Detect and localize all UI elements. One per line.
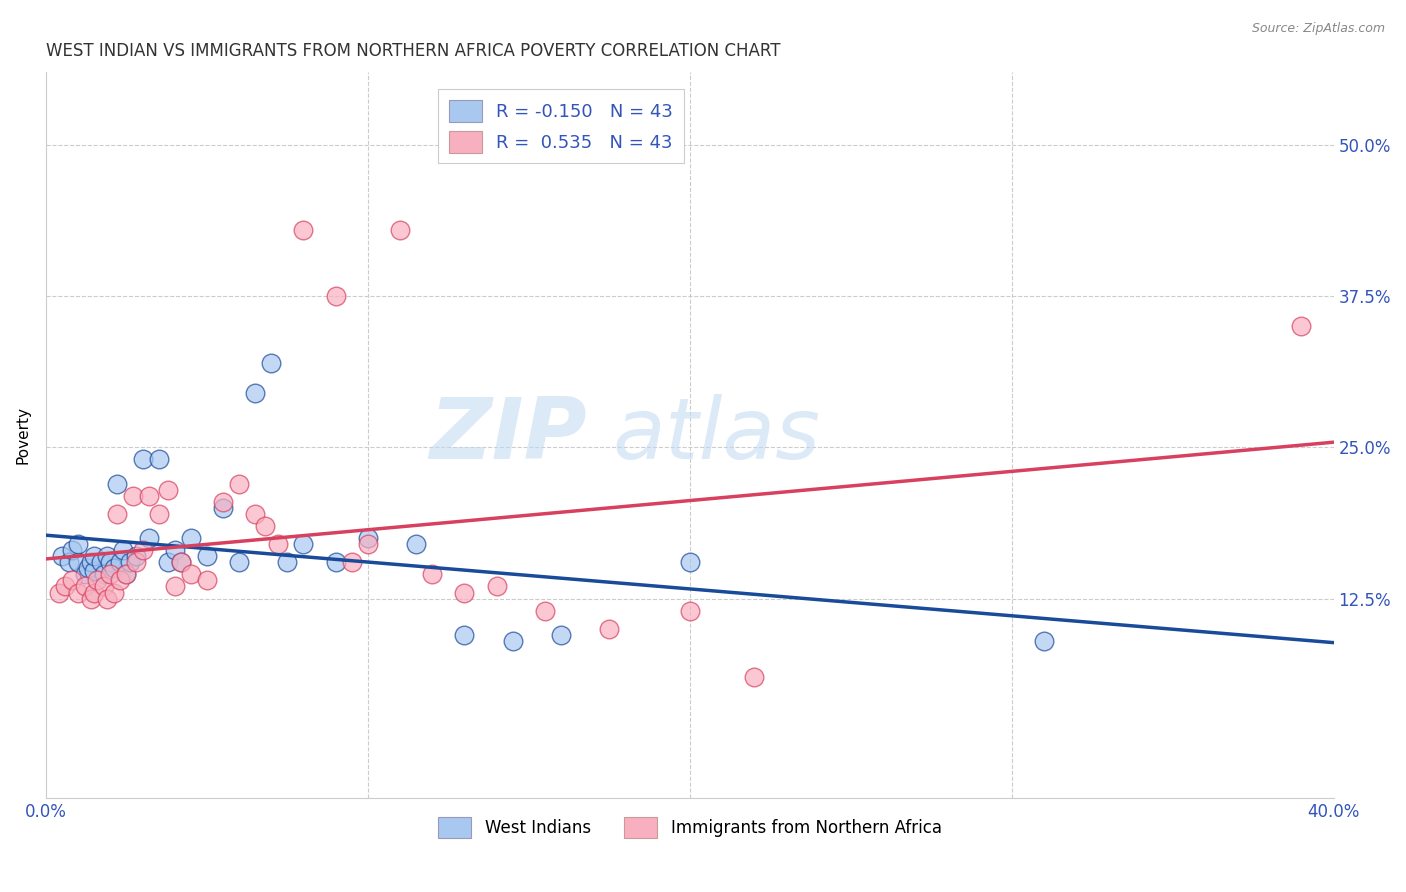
Point bbox=[48, 585, 70, 599]
Point bbox=[253, 519, 276, 533]
Point bbox=[83, 549, 105, 564]
Point bbox=[228, 555, 250, 569]
Point bbox=[245, 386, 267, 401]
Point bbox=[598, 622, 620, 636]
Point bbox=[67, 537, 90, 551]
Point bbox=[80, 591, 103, 606]
Point bbox=[105, 507, 128, 521]
Point bbox=[157, 555, 180, 569]
Point bbox=[1032, 634, 1054, 648]
Point bbox=[420, 567, 443, 582]
Point bbox=[115, 567, 138, 582]
Point bbox=[93, 567, 115, 582]
Point bbox=[103, 585, 125, 599]
Point bbox=[103, 561, 125, 575]
Point bbox=[267, 537, 290, 551]
Point bbox=[53, 579, 76, 593]
Point bbox=[138, 489, 160, 503]
Point bbox=[485, 579, 508, 593]
Point bbox=[170, 555, 193, 569]
Point bbox=[131, 452, 153, 467]
Legend: West Indians, Immigrants from Northern Africa: West Indians, Immigrants from Northern A… bbox=[432, 811, 948, 844]
Point bbox=[125, 555, 148, 569]
Point bbox=[357, 531, 380, 545]
Text: atlas: atlas bbox=[613, 393, 821, 477]
Point bbox=[163, 579, 186, 593]
Point bbox=[453, 585, 475, 599]
Point bbox=[245, 507, 267, 521]
Point bbox=[83, 564, 105, 578]
Point bbox=[195, 574, 218, 588]
Point bbox=[76, 561, 98, 575]
Point bbox=[118, 555, 141, 569]
Point bbox=[534, 604, 557, 618]
Point bbox=[51, 549, 73, 564]
Point bbox=[98, 555, 121, 569]
Point bbox=[60, 574, 83, 588]
Point bbox=[212, 500, 235, 515]
Point bbox=[157, 483, 180, 497]
Point bbox=[108, 555, 131, 569]
Text: WEST INDIAN VS IMMIGRANTS FROM NORTHERN AFRICA POVERTY CORRELATION CHART: WEST INDIAN VS IMMIGRANTS FROM NORTHERN … bbox=[46, 42, 780, 60]
Point bbox=[292, 537, 315, 551]
Point bbox=[125, 549, 148, 564]
Point bbox=[58, 555, 80, 569]
Point bbox=[73, 579, 96, 593]
Point bbox=[1291, 319, 1313, 334]
Point bbox=[679, 604, 702, 618]
Point bbox=[96, 591, 118, 606]
Point bbox=[389, 222, 412, 236]
Point bbox=[112, 543, 135, 558]
Point bbox=[550, 628, 572, 642]
Point bbox=[60, 543, 83, 558]
Point bbox=[138, 531, 160, 545]
Text: Source: ZipAtlas.com: Source: ZipAtlas.com bbox=[1251, 22, 1385, 36]
Point bbox=[276, 555, 298, 569]
Point bbox=[212, 495, 235, 509]
Point bbox=[163, 543, 186, 558]
Point bbox=[73, 567, 96, 582]
Point bbox=[105, 476, 128, 491]
Point bbox=[453, 628, 475, 642]
Y-axis label: Poverty: Poverty bbox=[15, 406, 30, 464]
Point bbox=[502, 634, 524, 648]
Point bbox=[122, 489, 145, 503]
Point bbox=[170, 555, 193, 569]
Point bbox=[83, 585, 105, 599]
Point bbox=[148, 507, 170, 521]
Point bbox=[742, 670, 765, 684]
Point bbox=[115, 567, 138, 582]
Point bbox=[67, 585, 90, 599]
Point bbox=[228, 476, 250, 491]
Point bbox=[148, 452, 170, 467]
Point bbox=[98, 567, 121, 582]
Point bbox=[67, 555, 90, 569]
Point bbox=[96, 549, 118, 564]
Point bbox=[93, 579, 115, 593]
Point bbox=[405, 537, 427, 551]
Point bbox=[180, 531, 202, 545]
Point bbox=[131, 543, 153, 558]
Point bbox=[357, 537, 380, 551]
Point bbox=[679, 555, 702, 569]
Point bbox=[180, 567, 202, 582]
Point bbox=[292, 222, 315, 236]
Point bbox=[340, 555, 363, 569]
Point bbox=[325, 289, 347, 303]
Point bbox=[90, 555, 112, 569]
Point bbox=[86, 574, 108, 588]
Point bbox=[108, 574, 131, 588]
Point bbox=[325, 555, 347, 569]
Text: ZIP: ZIP bbox=[429, 393, 586, 477]
Point bbox=[195, 549, 218, 564]
Point bbox=[260, 356, 283, 370]
Point bbox=[80, 555, 103, 569]
